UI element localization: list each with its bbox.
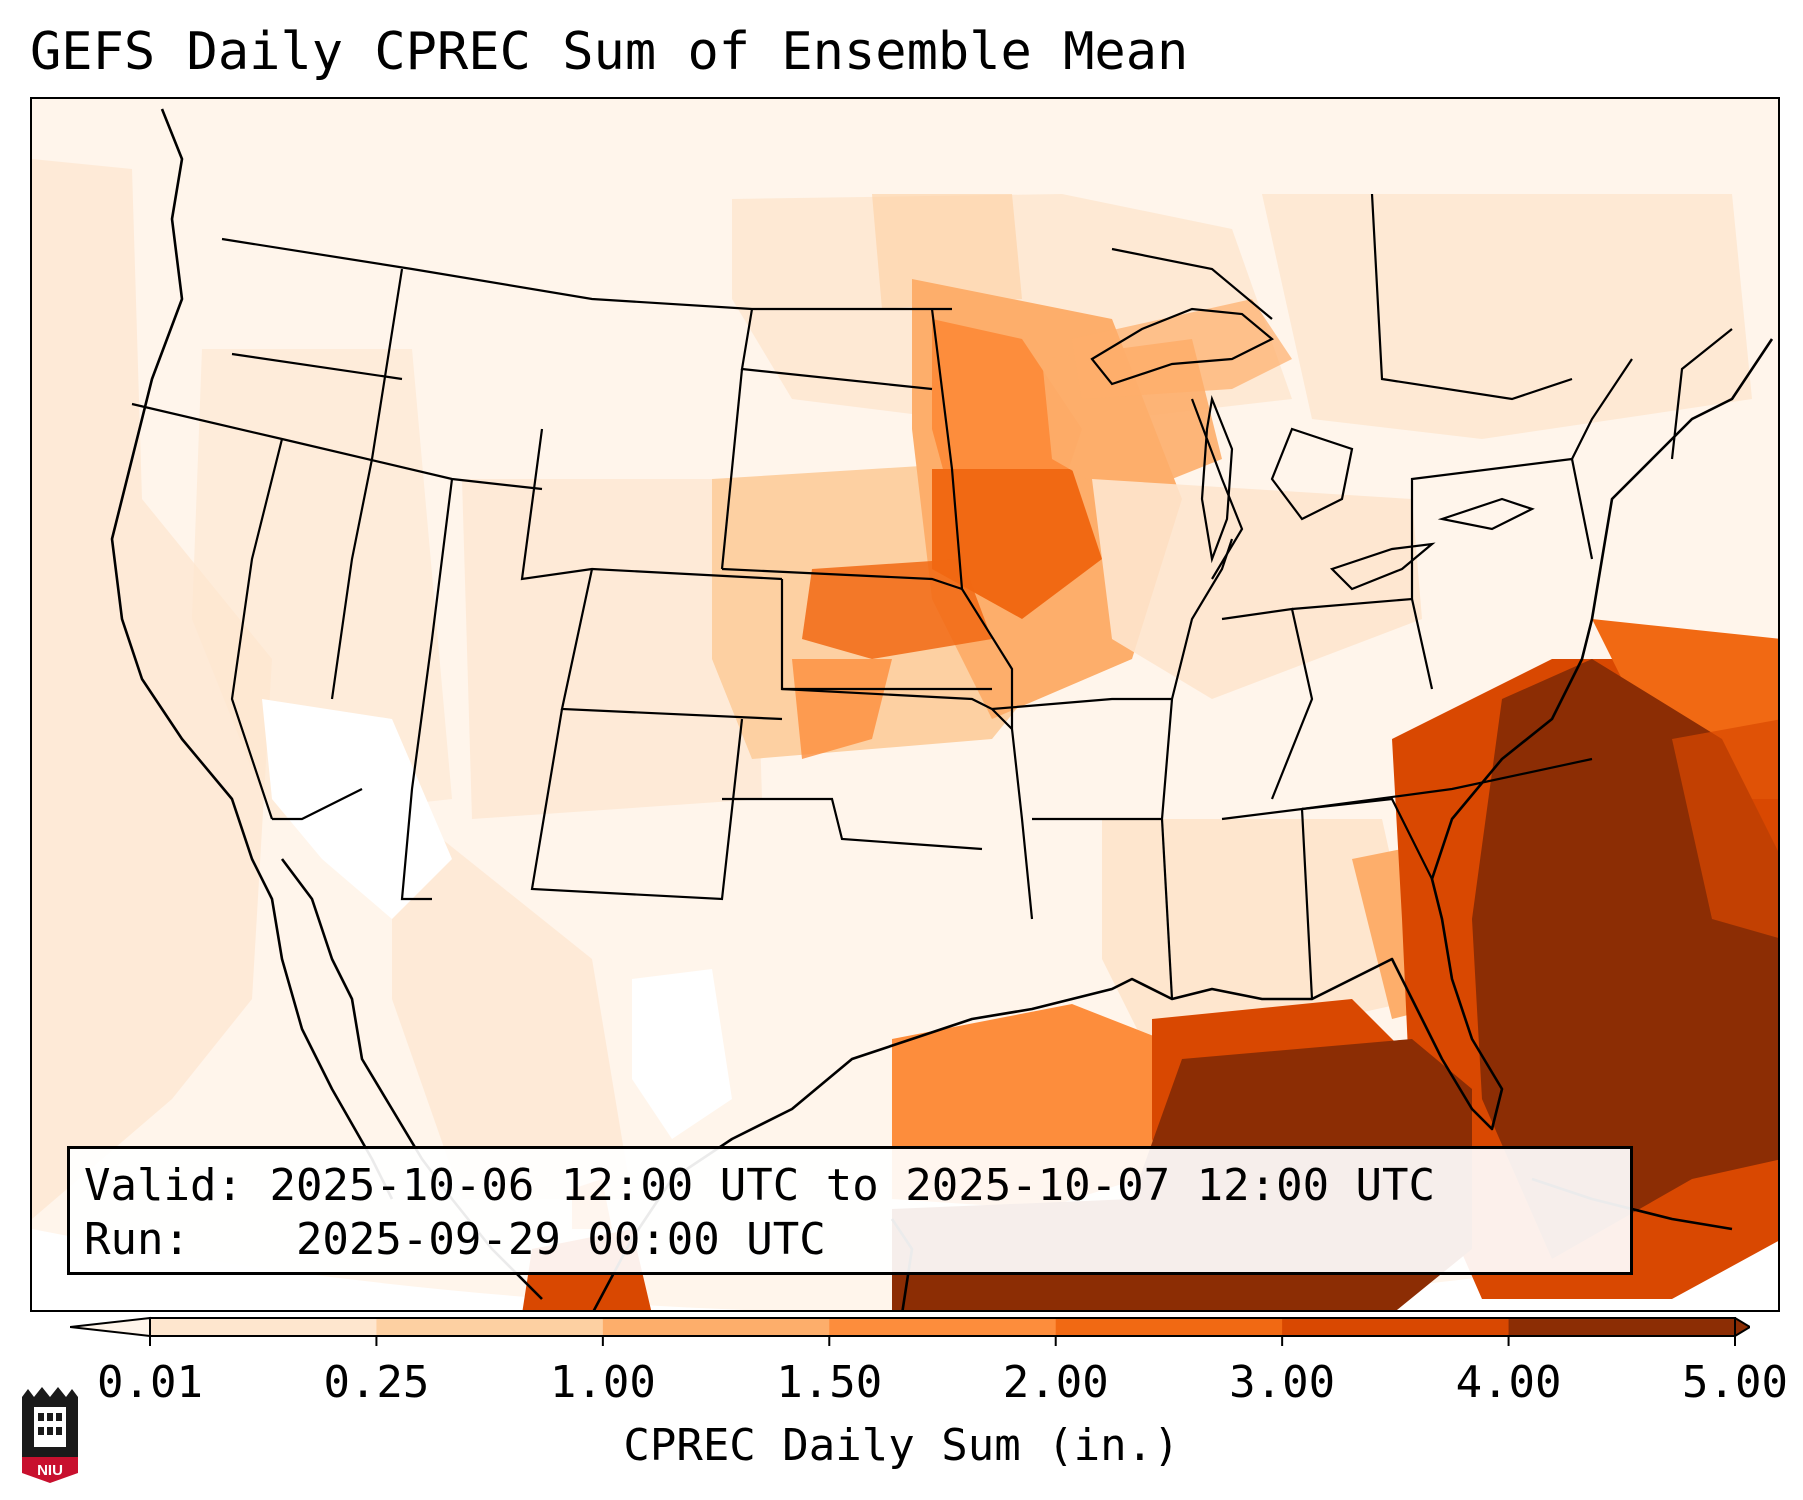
colorbar-segment (1508, 1318, 1736, 1336)
lake-superior (1090, 307, 1274, 386)
lake-huron (1270, 427, 1354, 521)
state-borders (131, 193, 1733, 1000)
texas-dry-area (632, 969, 732, 1139)
colorbar-segment (602, 1318, 830, 1336)
colorbar-segment (1282, 1318, 1510, 1336)
colorbar-segment (829, 1318, 1057, 1336)
colorbar-tick-label: 3.00 (1229, 1357, 1336, 1408)
map-canvas (32, 99, 1778, 1310)
colorbar-tick-label: 1.00 (549, 1357, 656, 1408)
ohio-valley-precip (1092, 479, 1422, 699)
southeast-precip (1102, 819, 1422, 1059)
colorbar (70, 1316, 1750, 1346)
chart-title: GEFS Daily CPREC Sum of Ensemble Mean (30, 22, 1189, 82)
colorbar-max-arrow (1734, 1317, 1750, 1337)
precip-map (30, 97, 1780, 1312)
colorbar-segment (376, 1318, 604, 1336)
mexico-precip-area (392, 799, 632, 1199)
north-dakota-precip (872, 194, 1022, 309)
lake-superior-precip (1072, 299, 1292, 399)
iowa-precip-core (932, 469, 1102, 619)
run-time: 2025-09-29 00:00 UTC (295, 1214, 826, 1265)
colorbar-segment (150, 1318, 377, 1336)
valid-label: Valid: (84, 1160, 243, 1211)
validity-info-box: Valid: 2025-10-06 12:00 UTC to 2025-10-0… (67, 1146, 1633, 1275)
logo-text: NIU (37, 1462, 63, 1479)
colorbar-label: CPREC Daily Sum (in.) (623, 1420, 1180, 1471)
pacific-precip-area (32, 159, 272, 1219)
domain-edge-left (32, 1229, 745, 1310)
lake-ontario (1437, 497, 1535, 531)
colorbar-max-extend (1735, 1318, 1750, 1336)
colorbar-tick-marks (149, 1336, 1736, 1346)
rockies-precip-area (462, 479, 762, 819)
colorbar-segment (1055, 1318, 1283, 1336)
colorbar-tick-label: 0.01 (97, 1357, 203, 1408)
colorbar-frame (149, 1317, 1736, 1337)
colorbar-segments (150, 1318, 1750, 1336)
atlantic-east-band (1672, 719, 1778, 938)
colorbar-tick-label: 5.00 (1682, 1357, 1788, 1408)
valid-time-range: 2025-10-06 12:00 UTC to 2025-10-07 12:00… (269, 1160, 1436, 1211)
pacific-coastline (110, 108, 394, 1200)
west-precip-area (192, 349, 452, 819)
colorbar-tick-label: 4.00 (1455, 1357, 1562, 1408)
colorbar-tick-label: 1.50 (776, 1357, 883, 1408)
niu-logo-icon: NIU (22, 1387, 78, 1483)
canada-precip (1262, 194, 1752, 439)
kansas-precip (792, 659, 892, 759)
run-label: Run: (84, 1214, 190, 1265)
colorbar-tick-label: 0.25 (323, 1357, 430, 1408)
colorbar-min-extend (70, 1316, 151, 1338)
lake-michigan (1200, 394, 1234, 564)
lake-erie (1329, 542, 1436, 591)
atlantic-gulf-coastline (592, 338, 1774, 1310)
great-lakes (1090, 307, 1535, 591)
colorbar-tick-label: 2.00 (1002, 1357, 1109, 1408)
